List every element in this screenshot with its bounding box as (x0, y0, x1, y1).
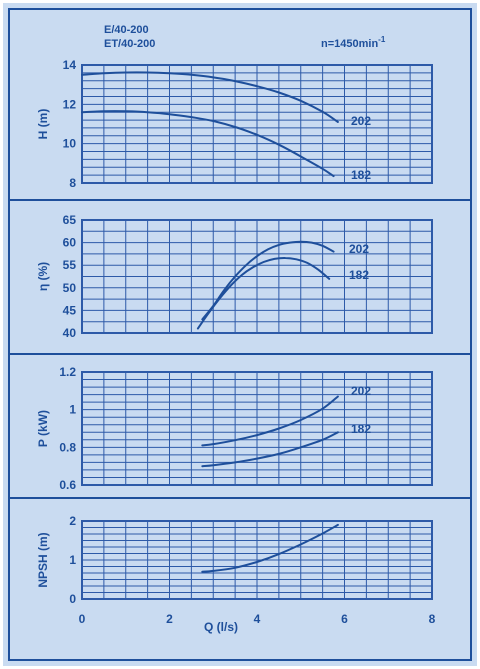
y-tick-label: 8 (69, 176, 76, 190)
speed-value: n=1450min (321, 38, 378, 50)
plot-frame (81, 219, 433, 334)
y-tick-label: 1.2 (59, 365, 76, 379)
series-label-182: 182 (349, 268, 369, 282)
chart-panel-4: 0 1 2 NPSH (m) (36, 514, 433, 606)
pump-performance-chart: E/40-200 ET/40-200 n=1450min-1 0 2 4 6 8 Q (… (3, 3, 477, 666)
outer-frame (8, 8, 472, 661)
speed-superscript: -1 (378, 35, 386, 44)
grid (81, 64, 433, 184)
y-tick-label: 1 (69, 553, 76, 567)
chart-panel-2: 40 45 50 55 60 65 η (%) 202 182 (36, 213, 433, 340)
y-tick-label: 12 (63, 97, 77, 111)
x-axis-label: Q (l/s) (204, 620, 238, 634)
y-tick-label: 0 (69, 592, 76, 606)
series-label-202: 202 (351, 384, 371, 398)
y-tick-label: 40 (63, 326, 77, 340)
y-tick-label: 65 (63, 213, 77, 227)
y-tick-label: 0.8 (59, 440, 76, 454)
y-tick-label: 14 (63, 58, 77, 72)
y-tick-label: 1 (69, 403, 76, 417)
speed-label: n=1450min-1 (321, 35, 386, 50)
x-axis-tick-labels: 0 2 4 6 8 (79, 612, 436, 626)
y-tick-label: 45 (63, 303, 77, 317)
y-axis-label: NPSH (m) (36, 532, 50, 587)
curve-202 (81, 71, 339, 123)
plot-frame (81, 64, 433, 184)
curve-202 (201, 395, 339, 447)
series-label-202: 202 (349, 242, 369, 256)
curve-182 (81, 110, 335, 178)
chart-panel-3: 0.6 0.8 1 1.2 P (kW) 202 182 (36, 365, 433, 492)
series-label-182: 182 (351, 422, 371, 436)
x-tick-label: 8 (429, 612, 436, 626)
y-tick-label: 2 (69, 514, 76, 528)
y-axis-label: η (%) (36, 262, 50, 291)
x-tick-label: 6 (341, 612, 348, 626)
model-title-2: ET/40-200 (104, 38, 155, 50)
y-tick-label: 10 (63, 137, 77, 151)
x-tick-label: 0 (79, 612, 86, 626)
curve-182 (201, 431, 339, 468)
curve-npsh (201, 523, 339, 573)
curve-182 (196, 256, 331, 330)
y-tick-label: 0.6 (59, 478, 76, 492)
series-label-202: 202 (351, 114, 371, 128)
series-label-182: 182 (351, 168, 371, 182)
curve-202 (201, 240, 335, 321)
x-tick-label: 4 (254, 612, 261, 626)
chart-panel-1: 8 10 12 14 H (m) 202 182 (36, 58, 433, 190)
model-title-1: E/40-200 (104, 24, 149, 36)
plot-frame (81, 520, 433, 600)
y-axis-label: P (kW) (36, 410, 50, 447)
plot-frame (81, 371, 433, 486)
y-axis-label: H (m) (36, 109, 50, 140)
y-tick-label: 60 (63, 236, 77, 250)
y-tick-label: 50 (63, 281, 77, 295)
pump-curve-sheet: E/40-200 ET/40-200 n=1450min-1 0 2 4 6 8 Q (… (3, 3, 477, 666)
x-tick-label: 2 (166, 612, 173, 626)
y-tick-label: 55 (63, 258, 77, 272)
